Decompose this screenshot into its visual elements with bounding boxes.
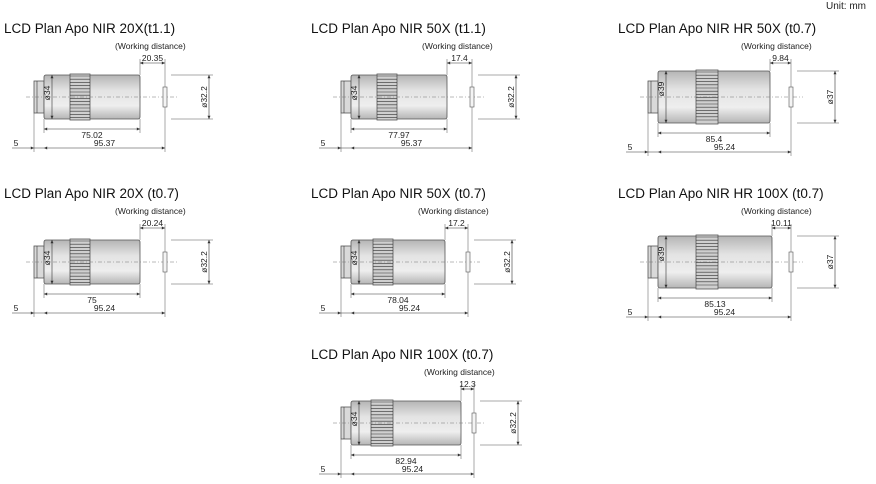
objective-panel: LCD Plan Apo NIR HR 50X (t0.7) (Working d… (618, 21, 839, 156)
front-diameter-label: ø32.2 (502, 251, 512, 273)
barrel-diameter-label: ø34 (42, 250, 52, 265)
objective-title: LCD Plan Apo NIR 20X(t1.1) (4, 21, 175, 36)
objective-title: LCD Plan Apo NIR HR 100X (t0.7) (618, 186, 824, 201)
working-distance-value: 20.35 (142, 53, 164, 63)
objective-title: LCD Plan Apo NIR 50X (t0.7) (311, 186, 486, 201)
working-distance-label: (Working distance) (741, 206, 812, 216)
working-distance-label: (Working distance) (741, 41, 812, 51)
working-distance-label: (Working distance) (418, 206, 489, 216)
working-distance-value: 10.11 (771, 218, 792, 228)
working-distance-label: (Working distance) (422, 41, 493, 51)
objective-panel: LCD Plan Apo NIR HR 100X (t0.7) (Working … (618, 186, 839, 321)
parfocal-distance-value: 95.37 (94, 138, 116, 148)
barrel-diameter-label: ø34 (349, 411, 359, 426)
objective-title: LCD Plan Apo NIR 20X (t0.7) (4, 186, 179, 201)
specimen-glass (465, 251, 471, 273)
thread-length-value: 5 (321, 138, 326, 148)
body-length-value: 82.94 (395, 456, 417, 466)
specimen-glass (788, 86, 794, 108)
front-diameter-label: ø37 (825, 254, 835, 269)
thread-length-value: 5 (628, 307, 633, 317)
thread-length-value: 5 (14, 303, 19, 313)
objective-title: LCD Plan Apo NIR 50X (t1.1) (311, 21, 486, 36)
working-distance-value: 20.24 (142, 218, 164, 228)
working-distance-label: (Working distance) (115, 206, 186, 216)
parfocal-distance-value: 95.24 (402, 464, 424, 474)
body-length-value: 85.13 (704, 299, 726, 309)
barrel-diameter-label: ø34 (42, 85, 52, 100)
parfocal-distance-value: 95.24 (714, 142, 736, 152)
parfocal-distance-value: 95.37 (401, 138, 423, 148)
body-length-value: 85.4 (706, 134, 723, 144)
barrel-diameter-label: ø34 (349, 250, 359, 265)
specimen-glass (162, 251, 168, 273)
body-length-value: 75.02 (81, 130, 103, 140)
objective-panel: LCD Plan Apo NIR 50X (t0.7) (Working dist… (311, 186, 516, 317)
barrel-diameter-label: ø39 (656, 246, 666, 261)
barrel-diameter-label: ø34 (349, 85, 359, 100)
front-diameter-label: ø37 (825, 89, 835, 104)
front-diameter-label: ø32.2 (506, 86, 516, 108)
front-diameter-label: ø32.2 (199, 251, 209, 273)
thread-length-value: 5 (628, 142, 633, 152)
parfocal-distance-value: 95.24 (714, 307, 736, 317)
specimen-glass (471, 412, 477, 434)
objective-title: LCD Plan Apo NIR HR 50X (t0.7) (618, 21, 816, 36)
barrel-diameter-label: ø39 (656, 81, 666, 96)
body-length-value: 77.97 (388, 130, 410, 140)
objective-panel: LCD Plan Apo NIR 20X(t1.1) (Working dista… (4, 21, 213, 152)
front-diameter-label: ø32.2 (508, 412, 518, 434)
objective-title: LCD Plan Apo NIR 100X (t0.7) (311, 347, 493, 362)
objective-panel: LCD Plan Apo NIR 50X (t1.1) (Working dist… (311, 21, 520, 152)
thread-length-value: 5 (14, 138, 19, 148)
working-distance-value: 12.3 (459, 379, 476, 389)
specimen-glass (162, 86, 168, 108)
parfocal-distance-value: 95.24 (399, 303, 421, 313)
specimen-glass (469, 86, 475, 108)
objective-panel: LCD Plan Apo NIR 100X (t0.7) (Working dis… (311, 347, 522, 478)
thread-length-value: 5 (321, 303, 326, 313)
working-distance-label: (Working distance) (424, 367, 495, 377)
parfocal-distance-value: 95.24 (94, 303, 116, 313)
working-distance-value: 9.84 (772, 53, 789, 63)
working-distance-value: 17.2 (448, 218, 465, 228)
specimen-glass (788, 251, 794, 273)
objective-panel: LCD Plan Apo NIR 20X (t0.7) (Working dist… (4, 186, 213, 317)
front-diameter-label: ø32.2 (199, 86, 209, 108)
working-distance-value: 17.4 (451, 53, 468, 63)
thread-length-value: 5 (321, 464, 326, 474)
body-length-value: 75 (87, 295, 97, 305)
working-distance-label: (Working distance) (115, 41, 186, 51)
body-length-value: 78.04 (387, 295, 409, 305)
unit-label: Unit: mm (826, 1, 866, 12)
